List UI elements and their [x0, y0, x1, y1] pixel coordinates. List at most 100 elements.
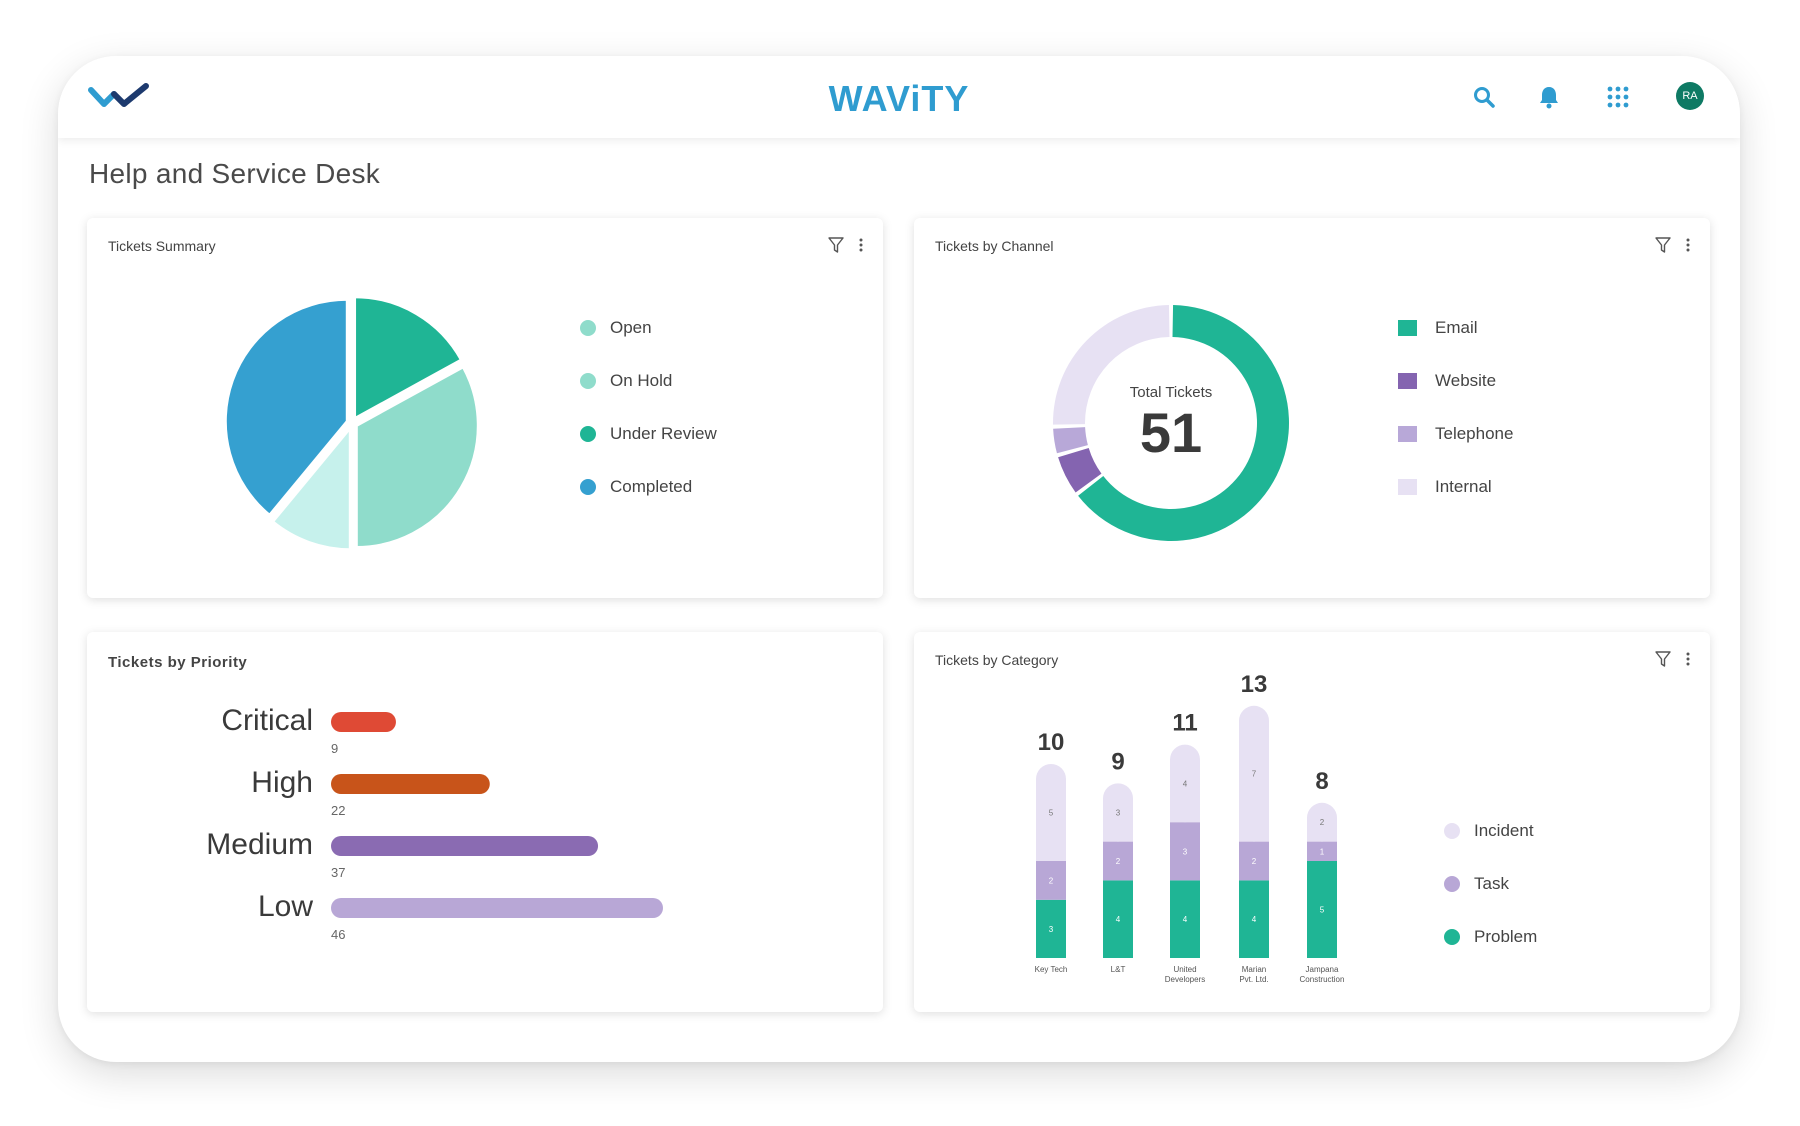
- legend-item-under-review[interactable]: Under Review: [580, 407, 717, 460]
- category-bar-marian-pvt-ltd-problem[interactable]: [1239, 880, 1269, 958]
- category-bar-united-developers-task[interactable]: [1170, 822, 1200, 881]
- category-segment-value: 3: [1049, 925, 1054, 934]
- card-tools: [1654, 650, 1690, 673]
- category-legend: Incident Task Problem: [1444, 804, 1537, 963]
- category-bar-key-tech-task[interactable]: [1036, 861, 1066, 900]
- category-segment-value: 2: [1252, 857, 1257, 866]
- card-title: Tickets by Channel: [935, 238, 1054, 254]
- category-segment-value: 7: [1252, 770, 1257, 779]
- filter-icon[interactable]: [827, 236, 845, 259]
- category-bar-key-tech-problem[interactable]: [1036, 899, 1066, 958]
- category-bar-united-developers-problem[interactable]: [1170, 880, 1200, 958]
- priority-label-low: Low: [258, 890, 313, 923]
- category-bar-united-developers-incident[interactable]: [1170, 744, 1200, 823]
- legend-label: Completed: [610, 476, 693, 496]
- priority-bar-high[interactable]: [331, 774, 490, 794]
- filter-icon[interactable]: [1654, 650, 1672, 673]
- category-segment-value: 2: [1320, 818, 1325, 827]
- legend-item-open[interactable]: Open: [580, 301, 717, 354]
- card-title: Tickets by Category: [935, 652, 1059, 668]
- priority-bar-medium[interactable]: [331, 836, 599, 856]
- legend-item-problem[interactable]: Problem: [1444, 910, 1537, 963]
- channel-legend: Email Website Telephone Internal: [1398, 301, 1513, 513]
- category-total-marian-pvt-ltd: 13: [1241, 671, 1268, 698]
- legend-item-incident[interactable]: Incident: [1444, 804, 1537, 857]
- legend-label: Website: [1435, 370, 1497, 390]
- legend-swatch: [580, 372, 596, 389]
- app-window: WAViTY RA Help and Service Desk Tickets …: [58, 56, 1740, 1062]
- card-title: Tickets Summary: [108, 238, 216, 254]
- more-vertical-icon[interactable]: [1686, 238, 1690, 257]
- category-label: Key Tech: [1035, 965, 1068, 974]
- bell-icon[interactable]: [1534, 82, 1564, 112]
- legend-swatch: [1444, 822, 1460, 839]
- priority-label-critical: Critical: [221, 704, 313, 737]
- legend-label: Incident: [1474, 820, 1534, 840]
- priority-bar-low[interactable]: [331, 898, 663, 918]
- donut-segment-internal[interactable]: [1053, 305, 1170, 425]
- category-segment-value: 4: [1252, 915, 1257, 924]
- search-icon[interactable]: [1469, 82, 1499, 112]
- legend-item-internal[interactable]: Internal: [1398, 460, 1513, 513]
- priority-value-high: 22: [331, 803, 345, 818]
- legend-swatch: [1398, 425, 1417, 442]
- legend-item-on-hold[interactable]: On Hold: [580, 354, 717, 407]
- legend-swatch: [1398, 478, 1417, 495]
- pie-slice-under-review[interactable]: [353, 295, 464, 422]
- channel-donut-chart: [1053, 305, 1289, 541]
- legend-item-completed[interactable]: Completed: [580, 460, 717, 513]
- wavity-logo-icon[interactable]: [88, 82, 152, 117]
- legend-item-telephone[interactable]: Telephone: [1398, 407, 1513, 460]
- donut-center-label: Total Tickets: [1129, 384, 1213, 401]
- category-bar-marian-pvt-ltd-incident[interactable]: [1239, 705, 1269, 842]
- category-label: Marian: [1242, 965, 1266, 974]
- category-segment-value: 2: [1049, 876, 1054, 885]
- category-bar-l-t-task[interactable]: [1103, 841, 1133, 881]
- priority-bar-critical[interactable]: [331, 712, 396, 732]
- donut-segment-email[interactable]: [1078, 305, 1289, 541]
- legend-label: Under Review: [610, 423, 717, 443]
- pie-slice-on-hold[interactable]: [354, 364, 480, 550]
- donut-segment-telephone[interactable]: [1053, 427, 1088, 454]
- priority-bar-chart: Critical 9 High 22 Medium 37 Low 46: [206, 704, 663, 942]
- category-segment-value: 3: [1183, 847, 1188, 856]
- category-label: Jampana: [1306, 965, 1339, 974]
- apps-grid-icon[interactable]: [1603, 82, 1633, 112]
- legend-swatch: [1398, 319, 1417, 336]
- category-total-key-tech: 10: [1038, 729, 1065, 756]
- legend-swatch: [580, 478, 596, 495]
- category-bar-key-tech-incident[interactable]: [1036, 764, 1066, 861]
- more-vertical-icon[interactable]: [1686, 652, 1690, 671]
- category-stacked-bar-chart: 3 2 5 10 Key Tech 4 2 3 9 L&T 4 3 4 11 UnitedDeveloper…: [1035, 671, 1345, 984]
- category-bar-fill: [1103, 826, 1133, 842]
- tickets-by-priority-card: Tickets by Priority Critical 9 High 22 Mediu…: [87, 632, 883, 1012]
- avatar[interactable]: RA: [1676, 82, 1704, 110]
- legend-item-email[interactable]: Email: [1398, 301, 1513, 354]
- legend-item-website[interactable]: Website: [1398, 354, 1513, 407]
- category-segment-value: 4: [1116, 915, 1121, 924]
- priority-value-critical: 9: [331, 741, 338, 756]
- category-segment-value: 3: [1116, 809, 1121, 818]
- legend-swatch: [1398, 372, 1417, 389]
- legend-swatch: [1444, 875, 1460, 892]
- legend-label: Internal: [1435, 476, 1492, 496]
- category-bar-jampana-construction-task[interactable]: [1307, 841, 1337, 861]
- summary-legend: Open On Hold Under Review Completed: [580, 301, 717, 513]
- filter-icon[interactable]: [1654, 236, 1672, 259]
- legend-item-task[interactable]: Task: [1444, 857, 1537, 910]
- legend-swatch: [580, 319, 596, 336]
- category-total-jampana-construction: 8: [1315, 768, 1328, 795]
- legend-label: Email: [1435, 317, 1478, 337]
- category-bar-marian-pvt-ltd-task[interactable]: [1239, 841, 1269, 881]
- category-bar-jampana-construction-problem[interactable]: [1307, 861, 1337, 958]
- legend-label: Open: [610, 317, 652, 337]
- category-bar-fill: [1239, 826, 1269, 842]
- category-bar-l-t-problem[interactable]: [1103, 880, 1133, 958]
- priority-value-low: 46: [331, 927, 345, 942]
- donut-segment-website[interactable]: [1058, 447, 1102, 493]
- pie-slice-completed[interactable]: [223, 297, 349, 518]
- pie-slice-open[interactable]: [270, 423, 352, 552]
- more-vertical-icon[interactable]: [859, 238, 863, 257]
- category-label: Pvt. Ltd.: [1239, 975, 1268, 984]
- category-segment-value: 5: [1049, 809, 1054, 818]
